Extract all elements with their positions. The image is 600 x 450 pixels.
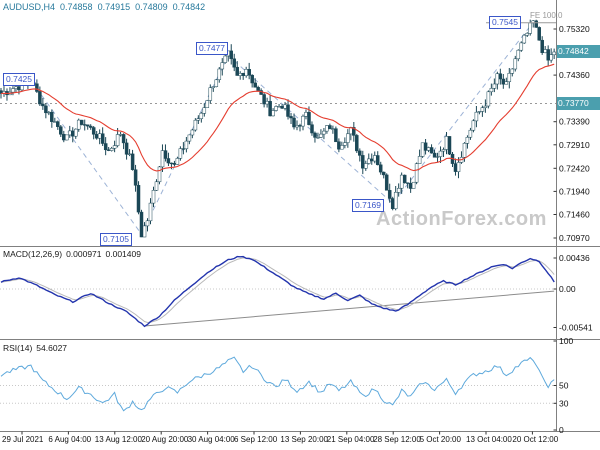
svg-text:6 Sep 12:00: 6 Sep 12:00 <box>234 435 278 444</box>
svg-text:-0.00541: -0.00541 <box>559 323 593 333</box>
svg-text:50: 50 <box>559 381 569 391</box>
svg-text:0.00: 0.00 <box>559 284 576 294</box>
macd-name: MACD(12,26,9) <box>3 249 63 259</box>
price-label: 0.7545 <box>489 16 521 29</box>
svg-text:30 Aug 04:00: 30 Aug 04:00 <box>188 435 236 444</box>
svg-text:13 Sep 20:00: 13 Sep 20:00 <box>280 435 328 444</box>
macd-main-value: 0.000971 <box>66 249 102 259</box>
rsi-indicator-title: RSI(14) 54.6027 <box>3 343 71 353</box>
current-price-box: 0.74842 <box>557 45 600 59</box>
svg-text:0.00436: 0.00436 <box>559 253 590 263</box>
price-label: 0.7425 <box>3 73 35 86</box>
svg-text:0: 0 <box>559 425 564 435</box>
open-value: 0.74858 <box>60 2 93 12</box>
svg-text:0.73390: 0.73390 <box>559 117 590 127</box>
svg-text:29 Jul 2021: 29 Jul 2021 <box>2 435 44 444</box>
level-price-box: 0.73770 <box>557 96 600 110</box>
svg-text:0.71460: 0.71460 <box>559 210 590 220</box>
price-label: 0.7105 <box>100 233 132 246</box>
rsi-name: RSI(14) <box>3 343 33 353</box>
svg-text:0.74360: 0.74360 <box>559 70 590 80</box>
symbol-label: AUDUSD,H4 <box>3 2 56 12</box>
price-label: 0.7169 <box>352 199 384 212</box>
svg-text:21 Sep 04:00: 21 Sep 04:00 <box>327 435 375 444</box>
chart-title: AUDUSD,H4 0.74858 0.74915 0.74809 0.74842 <box>3 2 210 12</box>
svg-text:13 Oct 04:00: 13 Oct 04:00 <box>466 435 512 444</box>
svg-text:5 Oct 20:00: 5 Oct 20:00 <box>420 435 462 444</box>
macd-signal-value: 0.001409 <box>105 249 141 259</box>
high-value: 0.74915 <box>97 2 131 12</box>
svg-text:6 Aug 04:00: 6 Aug 04:00 <box>48 435 91 444</box>
low-value: 0.74809 <box>135 2 168 12</box>
svg-text:0.75320: 0.75320 <box>559 24 590 34</box>
svg-text:13 Aug 12:00: 13 Aug 12:00 <box>95 435 143 444</box>
svg-text:20 Oct 12:00: 20 Oct 12:00 <box>512 435 558 444</box>
macd-indicator-title: MACD(12,26,9) 0.000971 0.001409 <box>3 249 145 259</box>
rsi-value: 54.6027 <box>36 343 68 353</box>
close-value: 0.74842 <box>172 2 206 12</box>
svg-text:0.72420: 0.72420 <box>559 163 590 173</box>
svg-text:0.71940: 0.71940 <box>559 186 590 196</box>
svg-text:30: 30 <box>559 398 569 408</box>
svg-text:20 Aug 20:00: 20 Aug 20:00 <box>141 435 189 444</box>
watermark: ActionForex.com <box>376 208 547 230</box>
svg-text:28 Sep 12:00: 28 Sep 12:00 <box>373 435 421 444</box>
svg-text:0.72910: 0.72910 <box>559 140 590 150</box>
svg-text:0.70970: 0.70970 <box>559 233 590 243</box>
fibonacci-extension-label: FE 100.0 <box>530 11 563 20</box>
price-label: 0.7477 <box>196 42 228 55</box>
svg-text:100: 100 <box>559 336 573 346</box>
